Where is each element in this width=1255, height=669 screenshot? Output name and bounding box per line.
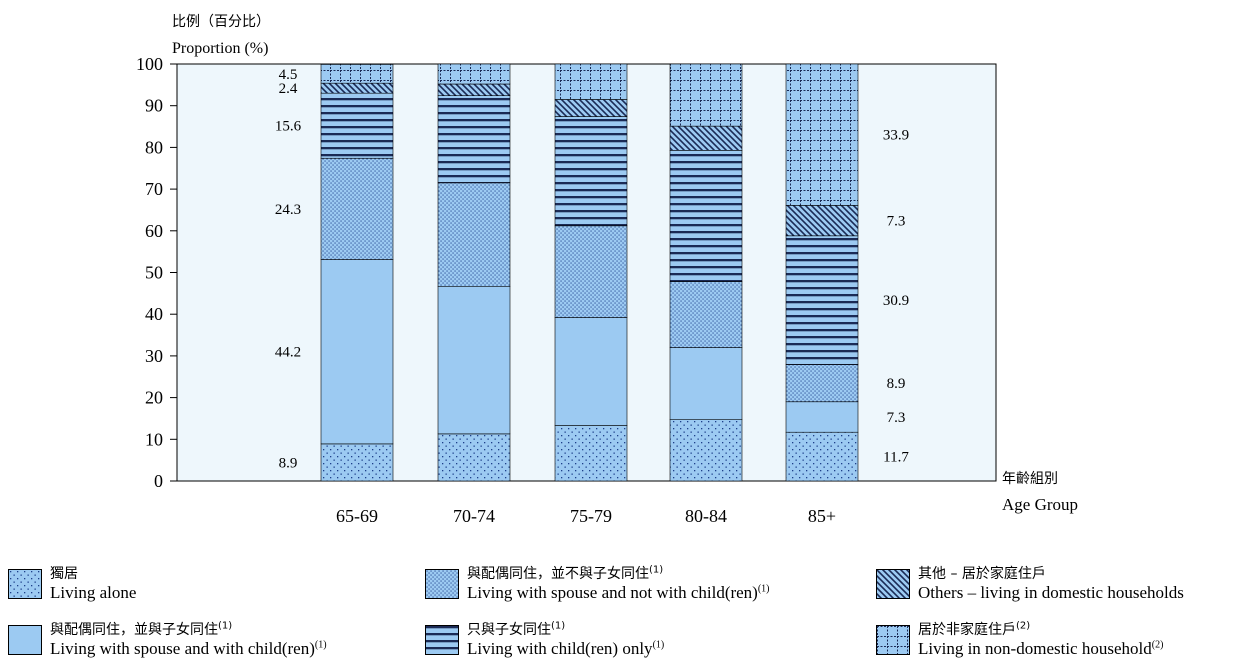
bar-segment-alone-75-79 <box>554 425 628 482</box>
y-axis-label-zh: 比例（百分比） <box>172 14 270 30</box>
y-tick-label: 100 <box>136 54 163 74</box>
bar-segment-spouse_only-65-69 <box>320 157 394 260</box>
bar-segment-non_domestic-75-79 <box>554 63 628 100</box>
y-tick-label: 90 <box>145 96 163 116</box>
legend-swatch-others <box>876 569 910 599</box>
bar-segment-non_domestic-80-84 <box>669 63 743 127</box>
legend-label-en: Living with spouse and not with child(re… <box>467 583 770 602</box>
y-tick-label: 80 <box>145 137 163 157</box>
y-tick-label: 60 <box>145 221 163 241</box>
bar-segment-spouse_child-85+ <box>785 401 859 433</box>
bar-segment-others-85+ <box>785 205 859 237</box>
bar-segment-child_only-65-69 <box>320 92 394 159</box>
y-axis-label-en: Proportion (%) <box>172 40 268 57</box>
legend-swatch-spouse_only <box>425 569 459 599</box>
y-tick-label: 0 <box>154 471 163 491</box>
bar-segment-non_domestic-65-69 <box>320 64 394 84</box>
x-tick-label: 75-79 <box>570 506 612 526</box>
legend-label-zh: 只與子女同住(1) <box>467 620 566 638</box>
legend-swatch-alone <box>8 569 42 599</box>
bar-segment-child_only-75-79 <box>554 116 628 227</box>
bar-segment-child_only-85+ <box>785 235 859 365</box>
data-label-spouse_only: 24.3 <box>275 202 301 218</box>
bar-segment-child_only-80-84 <box>669 150 743 282</box>
legend-swatch-child_only <box>425 625 459 655</box>
bar-segment-others-80-84 <box>669 125 743 151</box>
legend-label-en: Living alone <box>50 583 137 602</box>
data-label-spouse_only: 8.9 <box>887 376 906 392</box>
x-axis-label-zh: 年齡組別 <box>1002 471 1058 487</box>
legend-swatch-spouse_child <box>8 625 42 655</box>
bar-segment-non_domestic-85+ <box>785 63 859 206</box>
bar-segment-others-65-69 <box>320 82 394 94</box>
bar-segment-spouse_only-70-74 <box>437 182 511 287</box>
legend-swatch-non_domestic <box>876 625 910 655</box>
legend-label-zh: 獨居 <box>50 566 78 582</box>
x-tick-label: 80-84 <box>685 506 727 526</box>
legend-label-en: Living with spouse and with child(ren)(1… <box>50 639 327 658</box>
x-axis-label-en: Age Group <box>1002 495 1078 514</box>
data-label-child_only: 30.9 <box>883 293 909 309</box>
legend-label-zh: 居於非家庭住戶(2) <box>918 620 1031 638</box>
bar-segment-spouse_only-75-79 <box>554 225 628 318</box>
y-tick-label: 40 <box>145 304 163 324</box>
data-label-alone: 8.9 <box>279 455 298 471</box>
bar-segment-spouse_child-65-69 <box>320 259 394 445</box>
legend-label-en: Living in non-domestic household(2) <box>918 639 1164 658</box>
data-label-others: 7.3 <box>887 214 906 230</box>
bar-segment-alone-85+ <box>785 431 859 482</box>
y-tick-label: 30 <box>145 346 163 366</box>
x-tick-label: 70-74 <box>453 506 495 526</box>
x-tick-label: 85+ <box>808 506 836 526</box>
data-label-child_only: 15.6 <box>275 119 302 135</box>
bar-segment-spouse_only-80-84 <box>669 281 743 348</box>
bar-segment-alone-80-84 <box>669 419 743 482</box>
bar-segment-child_only-70-74 <box>437 95 511 184</box>
legend-label-en: Others – living in domestic households <box>918 583 1184 602</box>
bar-segment-alone-65-69 <box>320 443 394 482</box>
legend-label-zh: 與配偶同住，並不與子女同住(1) <box>467 564 664 582</box>
bar-segment-alone-70-74 <box>437 433 511 482</box>
legend-label-zh: 與配偶同住，並與子女同住(1) <box>50 620 233 638</box>
data-label-non_domestic: 33.9 <box>883 128 909 144</box>
data-label-alone: 11.7 <box>883 450 909 466</box>
bar-segment-spouse_only-85+ <box>785 364 859 403</box>
bar-segment-others-70-74 <box>437 83 511 96</box>
y-tick-label: 20 <box>145 388 163 408</box>
data-label-spouse_child: 7.3 <box>887 410 906 426</box>
legend-label-zh: 其他 – 居於家庭住戶 <box>918 566 1046 582</box>
data-label-others: 2.4 <box>279 81 298 97</box>
bar-segment-others-75-79 <box>554 99 628 117</box>
bar-segment-spouse_child-80-84 <box>669 347 743 421</box>
data-label-spouse_child: 44.2 <box>275 345 301 361</box>
x-tick-label: 65-69 <box>336 506 378 526</box>
bar-segment-non_domestic-70-74 <box>437 63 511 85</box>
legend-label-en: Living with child(ren) only(1) <box>467 639 665 658</box>
y-tick-label: 50 <box>145 263 163 283</box>
bar-segment-spouse_child-75-79 <box>554 317 628 426</box>
y-tick-label: 70 <box>145 179 163 199</box>
bar-segment-spouse_child-70-74 <box>437 286 511 435</box>
y-tick-label: 10 <box>145 429 163 449</box>
data-label-non_domestic: 4.5 <box>279 67 298 83</box>
